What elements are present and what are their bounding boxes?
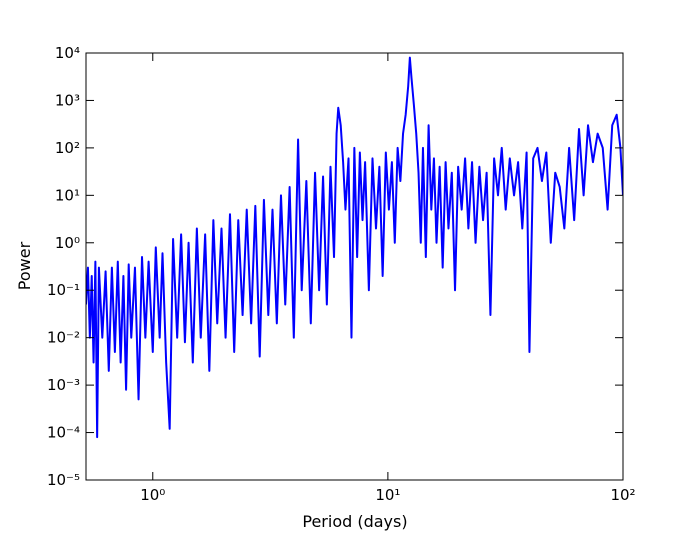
y-tick-label: 10⁻¹ <box>47 281 80 299</box>
x-tick-label: 10² <box>610 486 635 504</box>
plot-frame <box>85 52 624 481</box>
x-tick-label: 10¹ <box>375 486 400 504</box>
y-tick-label: 10⁰ <box>55 234 80 252</box>
y-tick-label: 10¹ <box>55 186 80 204</box>
y-tick-label: 10⁻⁵ <box>47 471 80 489</box>
x-tick-label: 10⁰ <box>140 486 165 504</box>
y-tick-label: 10⁻³ <box>47 376 80 394</box>
y-tick-label: 10⁴ <box>55 44 80 62</box>
x-axis-label: Period (days) <box>302 512 407 531</box>
y-tick-label: 10³ <box>55 91 80 109</box>
y-axis-label: Power <box>15 241 34 290</box>
y-tick-label: 10⁻⁴ <box>47 424 80 442</box>
data-line <box>86 56 623 439</box>
y-tick-label: 10² <box>55 139 80 157</box>
y-tick-label: 10⁻² <box>47 329 80 347</box>
